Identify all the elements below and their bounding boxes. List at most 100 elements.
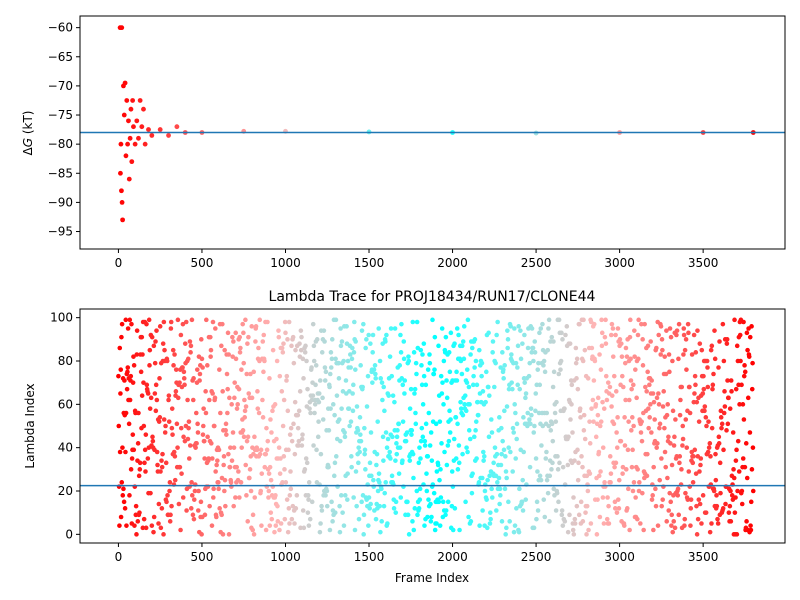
lambda-point — [637, 480, 642, 485]
lambda-point — [584, 532, 589, 537]
lambda-point — [505, 337, 511, 342]
lambda-point — [535, 508, 541, 513]
lambda-point — [363, 467, 368, 472]
lambda-point — [632, 328, 637, 333]
lambda-point — [556, 499, 561, 505]
lambda-point — [207, 397, 212, 403]
lambda-point — [479, 475, 485, 481]
lambda-point — [621, 523, 627, 528]
lambda-point — [710, 382, 716, 388]
lambda-point — [170, 347, 176, 353]
free-energy-point — [139, 124, 145, 130]
lambda-point — [285, 408, 291, 414]
lambda-point — [172, 352, 177, 357]
lambda-point — [278, 521, 284, 526]
lambda-point — [459, 371, 465, 377]
lambda-point — [214, 514, 219, 520]
lambda-point — [351, 495, 356, 500]
lambda-point — [226, 352, 231, 357]
lambda-point — [350, 391, 355, 396]
lambda-point — [167, 480, 173, 485]
lambda-point — [664, 328, 669, 333]
lambda-point — [399, 321, 404, 327]
lambda-point — [535, 367, 541, 372]
lambda-point — [523, 391, 529, 396]
lambda-point — [479, 360, 485, 366]
lambda-point — [122, 378, 127, 383]
lambda-point — [310, 321, 316, 327]
lambda-point — [442, 449, 447, 455]
lambda-point — [259, 523, 264, 528]
lambda-point — [498, 493, 503, 498]
lambda-point — [507, 519, 512, 524]
lambda-point — [715, 516, 720, 522]
lambda-point — [358, 432, 363, 437]
lambda-point — [419, 425, 425, 431]
lambda-point — [681, 326, 687, 331]
lambda-point — [337, 529, 343, 535]
lambda-point — [200, 423, 206, 429]
lambda-point — [709, 425, 715, 431]
lambda-point — [400, 419, 406, 424]
lambda-point — [510, 425, 516, 431]
lambda-point — [662, 354, 668, 359]
lambda-point — [153, 408, 159, 414]
lambda-point — [419, 363, 424, 368]
lambda-point — [304, 460, 310, 466]
y-tick-label: −70 — [48, 79, 73, 93]
lambda-point — [542, 514, 548, 520]
lambda-trace-title: Lambda Trace for PROJ18434/RUN17/CLONE44 — [269, 289, 596, 305]
lambda-point — [728, 378, 734, 383]
lambda-point — [127, 317, 133, 323]
lambda-point — [128, 373, 134, 379]
lambda-point — [708, 454, 713, 459]
lambda-point — [639, 419, 644, 424]
lambda-point — [285, 337, 290, 342]
lambda-point — [683, 490, 688, 496]
lambda-point — [184, 508, 189, 513]
lambda-point — [526, 373, 532, 379]
lambda-point — [208, 347, 214, 353]
lambda-point — [473, 428, 478, 433]
lambda-point — [559, 512, 565, 518]
lambda-point — [334, 393, 340, 398]
lambda-point — [568, 417, 573, 422]
x-tick-label: 1000 — [270, 550, 301, 564]
lambda-point — [612, 499, 618, 505]
lambda-point — [287, 493, 293, 498]
lambda-point — [440, 499, 446, 505]
lambda-point — [224, 371, 230, 377]
lambda-point — [238, 345, 243, 351]
lambda-point — [376, 471, 382, 476]
lambda-point — [355, 428, 361, 433]
lambda-point — [697, 341, 703, 346]
lambda-point — [234, 406, 240, 411]
lambda-point — [120, 493, 126, 498]
lambda-point — [381, 458, 386, 463]
lambda-point — [733, 386, 739, 392]
x-tick-label: 1500 — [354, 256, 385, 270]
lambda-point — [599, 343, 605, 349]
lambda-point — [176, 501, 182, 507]
lambda-point — [749, 386, 755, 392]
lambda-point — [646, 425, 651, 431]
lambda-point — [380, 397, 385, 403]
lambda-point — [148, 490, 153, 496]
lambda-point — [503, 469, 509, 474]
lambda-point — [292, 451, 298, 457]
lambda-trace-axes-frame — [79, 308, 786, 544]
lambda-point — [133, 503, 139, 509]
lambda-point — [535, 469, 540, 474]
lambda-point — [527, 464, 533, 470]
lambda-point — [570, 430, 575, 435]
lambda-point — [672, 525, 678, 531]
lambda-point — [354, 404, 360, 409]
lambda-point — [495, 480, 500, 485]
lambda-point — [237, 334, 243, 340]
y-tick-label: −85 — [48, 166, 73, 180]
lambda-point — [596, 473, 602, 479]
lambda-point — [191, 516, 197, 522]
lambda-point — [246, 391, 252, 396]
lambda-point — [512, 523, 518, 528]
lambda-point — [362, 425, 367, 431]
